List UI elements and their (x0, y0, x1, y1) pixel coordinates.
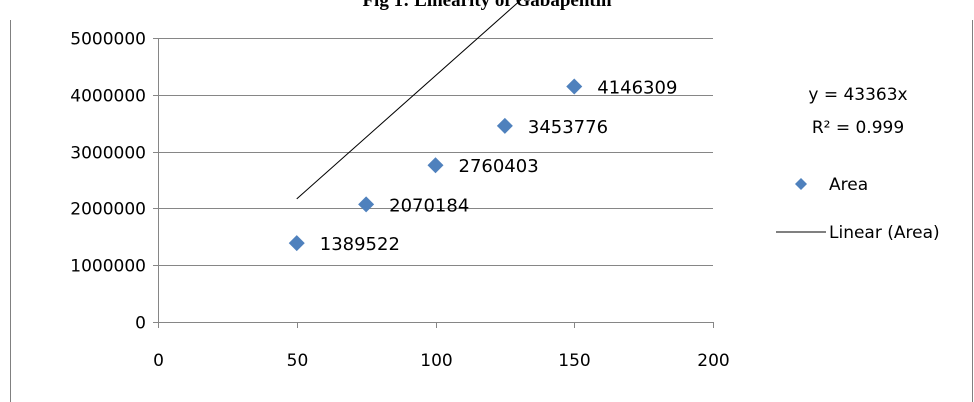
data-label: 1389522 (320, 234, 400, 255)
legend-linear-label: Linear (Area) (829, 223, 940, 243)
y-tick-label: 2000000 (70, 200, 146, 220)
data-label: 4146309 (597, 77, 677, 98)
x-tick-label: 100 (420, 351, 452, 371)
r-squared: R² = 0.999 (812, 118, 904, 138)
data-point (496, 117, 513, 134)
data-point (427, 157, 444, 174)
data-label: 2070184 (389, 195, 469, 216)
data-label: 2760403 (459, 156, 539, 177)
x-tick-label: 50 (287, 351, 309, 371)
legend-area-label: Area (829, 175, 868, 195)
y-tick-label: 5000000 (70, 30, 146, 50)
data-point (358, 196, 375, 213)
trendline-equation: y = 43363x (808, 85, 907, 105)
y-tick-label: 3000000 (70, 144, 146, 164)
x-tick-label: 0 (153, 351, 164, 371)
y-tick-label: 1000000 (70, 257, 146, 277)
chart-title: Fig 1: Linearity of Gabapentin (362, 0, 612, 11)
data-point (288, 235, 305, 252)
data-label: 3453776 (528, 117, 608, 138)
x-tick-label: 150 (558, 351, 590, 371)
trendline (296, 0, 522, 200)
y-tick-label: 4000000 (70, 87, 146, 107)
data-point (566, 78, 583, 95)
legend-area-marker (795, 178, 807, 190)
legend: Area Linear (Area) (776, 175, 940, 243)
y-tick-label: 0 (135, 314, 146, 334)
x-tick-label: 200 (697, 351, 729, 371)
